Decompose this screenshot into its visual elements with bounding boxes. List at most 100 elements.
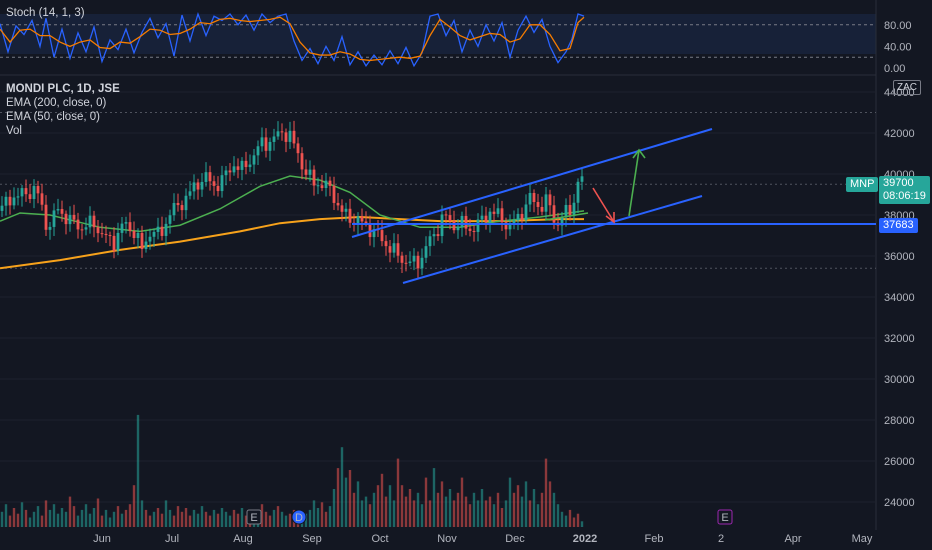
- volume-bar: [96, 498, 100, 527]
- volume-bar: [356, 481, 360, 527]
- volume-bar: [192, 509, 196, 527]
- candle-body: [476, 219, 480, 232]
- chart-legend[interactable]: MONDI PLC, 1D, JSE EMA (200, close, 0) E…: [6, 82, 120, 138]
- volume-bar: [76, 515, 80, 527]
- volume-bar: [568, 509, 572, 527]
- candle-body: [576, 181, 580, 203]
- candle-body: [176, 203, 180, 206]
- candle-body: [388, 246, 392, 253]
- candle-body: [540, 206, 544, 212]
- volume-bar: [264, 511, 268, 527]
- short-green-segment: [544, 212, 589, 221]
- candle-body: [528, 192, 532, 205]
- candle-body: [112, 235, 116, 251]
- volume-bar: [392, 500, 396, 527]
- volume-bar: [132, 485, 136, 527]
- volume-bar: [172, 515, 176, 527]
- candle-body: [72, 214, 76, 220]
- volume-bar: [160, 513, 164, 527]
- price-tick-label: 32000: [884, 333, 915, 345]
- candle-body: [552, 205, 556, 223]
- volume-bar: [304, 513, 308, 527]
- candle-body: [220, 175, 224, 192]
- volume-bar: [28, 517, 32, 527]
- candle-body: [268, 141, 272, 151]
- candles[interactable]: [0, 120, 584, 279]
- candle-body: [472, 230, 476, 232]
- stoch-pane[interactable]: [0, 11, 585, 68]
- volume-bar: [464, 496, 468, 527]
- volume-bar: [196, 513, 200, 527]
- candle-body: [356, 216, 360, 225]
- volume-label: Vol: [6, 125, 22, 137]
- volume-bar: [52, 504, 56, 527]
- candle-body: [252, 155, 256, 165]
- candle-body: [488, 211, 492, 223]
- volume-bars: [0, 414, 584, 527]
- stoch-tick-label: 40.00: [884, 41, 912, 53]
- currency-badge[interactable]: ZAC: [893, 80, 921, 95]
- candle-body: [272, 136, 276, 142]
- volume-bar: [4, 504, 8, 527]
- time-tick-label: 2022: [573, 533, 597, 545]
- price-tick-label: 36000: [884, 251, 915, 263]
- candle-body: [372, 229, 376, 238]
- volume-bar: [104, 509, 108, 527]
- candle-body: [424, 246, 428, 258]
- volume-bar: [532, 489, 536, 527]
- volume-bar: [40, 515, 44, 527]
- volume-bar: [372, 492, 376, 527]
- volume-bar: [268, 515, 272, 527]
- volume-bar: [0, 511, 4, 527]
- stoch-legend[interactable]: Stoch (14, 1, 3): [6, 6, 85, 20]
- candle-body: [544, 194, 548, 212]
- volume-bar: [504, 500, 508, 527]
- price-tick-label: 24000: [884, 497, 915, 509]
- candle-body: [76, 219, 80, 230]
- volume-bar: [20, 502, 24, 527]
- horizontal-level-tag: 37683: [879, 218, 918, 233]
- volume-bar: [420, 504, 424, 527]
- volume-bar: [460, 477, 464, 527]
- candle-body: [104, 233, 108, 236]
- time-tick-label: May: [852, 533, 873, 545]
- time-tick-label: Oct: [371, 533, 388, 545]
- price-axis[interactable]: 2400026000280003000032000340003600038000…: [884, 20, 915, 509]
- volume-bar: [140, 500, 144, 527]
- volume-bar: [12, 508, 16, 527]
- candle-body: [200, 181, 204, 190]
- volume-bar: [152, 511, 156, 527]
- ema50-line: [0, 175, 585, 233]
- volume-bar: [384, 496, 388, 527]
- time-axis[interactable]: Jun Jul Aug Sep Oct Nov Dec 2022 Feb 2 Apr May: [93, 533, 873, 545]
- stoch-label: Stoch (14, 1, 3): [6, 7, 85, 19]
- stoch-band: [0, 14, 876, 54]
- time-tick-label: 2: [718, 533, 724, 545]
- candle-body: [320, 185, 324, 188]
- volume-bar: [24, 509, 28, 527]
- price-tick-label: 34000: [884, 292, 915, 304]
- candle-body: [460, 215, 464, 227]
- candle-body: [524, 204, 528, 221]
- volume-bar: [144, 509, 148, 527]
- volume-bar: [400, 485, 404, 527]
- candle-body: [484, 215, 488, 223]
- volume-bar: [100, 515, 104, 527]
- price-tick-label: 44000: [884, 87, 915, 99]
- candle-body: [100, 233, 104, 235]
- candle-body: [48, 226, 52, 230]
- candle-body: [564, 204, 568, 218]
- volume-bar: [208, 515, 212, 527]
- trend-drawings[interactable]: [351, 128, 876, 284]
- candle-body: [520, 213, 524, 221]
- candle-body: [88, 215, 92, 228]
- candle-body: [16, 196, 20, 198]
- volume-bar: [436, 492, 440, 527]
- candle-body: [0, 205, 4, 211]
- volume-bar: [404, 496, 408, 527]
- volume-bar: [284, 515, 288, 527]
- candle-body: [284, 132, 288, 142]
- candle-body: [160, 226, 164, 236]
